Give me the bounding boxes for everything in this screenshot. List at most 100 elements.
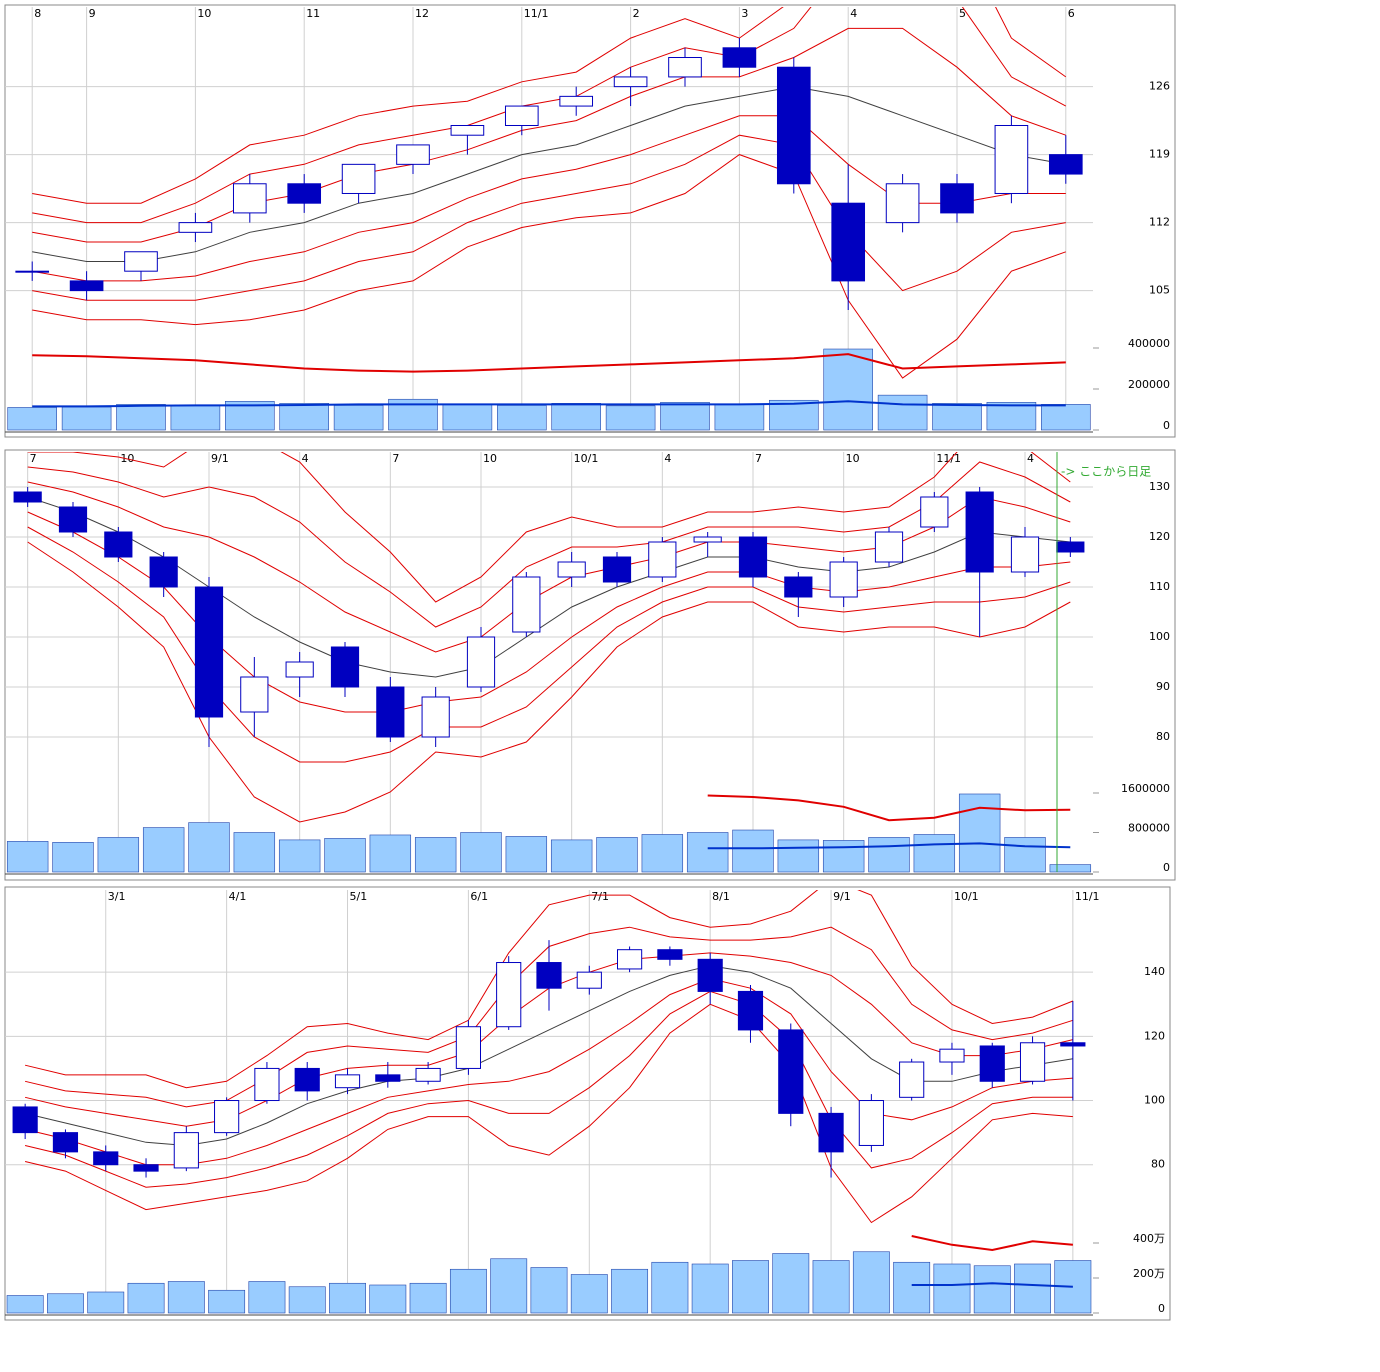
y-tick-label: 112	[1149, 216, 1170, 229]
candle-body	[617, 949, 643, 970]
volume-bar	[1014, 1263, 1051, 1314]
candle-body	[396, 144, 430, 165]
x-tick-label: 10	[197, 7, 211, 20]
candle-body	[421, 696, 450, 738]
candle-body	[920, 496, 949, 528]
volume-bar	[324, 838, 366, 873]
volume-bar	[6, 841, 49, 873]
candle-body	[668, 57, 702, 78]
volume-bar	[449, 1268, 487, 1314]
volume-bar	[1041, 404, 1091, 431]
volume-bar	[87, 1291, 125, 1314]
y-tick-label: 90	[1156, 680, 1170, 693]
x-tick-label: 9/1	[833, 890, 851, 903]
volume-bar	[893, 1261, 931, 1314]
candle-body	[818, 1112, 844, 1153]
volume-tick-label: 200万	[1133, 1267, 1165, 1280]
candle-body	[536, 962, 562, 989]
candle-body	[52, 1132, 79, 1153]
candle-body	[93, 1151, 119, 1166]
x-tick-label: 10/1	[954, 890, 979, 903]
x-tick-label: 7/1	[591, 890, 609, 903]
candle-body	[885, 183, 920, 224]
y-tick-label: 100	[1149, 630, 1170, 643]
candle-body	[738, 536, 768, 578]
volume-bar	[913, 834, 956, 873]
volume-bar	[823, 348, 873, 431]
volume-bar	[279, 403, 329, 431]
candle-body	[124, 251, 158, 272]
volume-bar	[605, 405, 656, 431]
band-line	[24, 978, 1073, 1166]
y-tick-label: 140	[1144, 965, 1165, 978]
x-tick-label: 4/1	[229, 890, 247, 903]
candle-body	[12, 1106, 38, 1134]
volume-bar	[167, 1281, 205, 1314]
volume-tick-label: 200000	[1128, 378, 1170, 391]
candle-body	[15, 270, 50, 273]
candle-body	[455, 1026, 481, 1069]
volume-bar	[333, 405, 384, 431]
x-tick-label: 3/1	[108, 890, 126, 903]
volume-bar	[933, 1263, 971, 1314]
candle-body	[104, 531, 133, 558]
volume-bar	[170, 405, 221, 431]
candle-body	[831, 202, 866, 282]
candle-body	[1019, 1042, 1046, 1082]
candle-body	[559, 95, 594, 107]
candle-body	[334, 1074, 361, 1089]
volume-average-line	[707, 842, 1071, 850]
volume-bar	[414, 837, 457, 873]
x-tick-label: 11/1	[524, 7, 549, 20]
candle-body	[232, 183, 267, 214]
volume-bar	[852, 1251, 890, 1314]
x-tick-label: 8/1	[712, 890, 730, 903]
band-line	[32, 86, 1066, 262]
band-line	[27, 496, 1071, 678]
volume-bar	[61, 406, 112, 431]
candle-body	[466, 636, 496, 688]
volume-bar	[570, 1274, 608, 1314]
x-tick-label: 7	[392, 452, 399, 465]
volume-bar	[460, 832, 502, 873]
x-tick-label: 5/1	[350, 890, 368, 903]
volume-bar	[52, 842, 94, 873]
y-tick-label: 110	[1149, 580, 1170, 593]
volume-bar	[1004, 837, 1046, 873]
band-line	[24, 990, 1073, 1188]
volume-average-line	[32, 353, 1066, 373]
volume-bar	[490, 1258, 528, 1314]
x-tick-label: 2	[633, 7, 640, 20]
candle-body	[776, 66, 811, 185]
x-tick-label: 9/1	[211, 452, 229, 465]
y-tick-label: 80	[1151, 1158, 1165, 1171]
candle-body	[294, 1067, 320, 1092]
candle-body	[285, 661, 314, 678]
band-line	[27, 461, 1071, 628]
volume-bar	[127, 1282, 165, 1314]
volume-bar	[812, 1260, 850, 1314]
x-tick-label: 4	[302, 452, 309, 465]
volume-bar	[973, 1265, 1011, 1314]
volume-bar	[732, 1260, 769, 1314]
chart-panel: 130 120 110 100 90 80 1600000 800000 0 7 10 9/1 4 7 10…	[4, 449, 1176, 881]
volume-bar	[288, 1286, 326, 1314]
volume-bar	[868, 837, 910, 873]
volume-average-line	[911, 1282, 1073, 1288]
volume-bar	[732, 829, 774, 873]
volume-bar	[116, 404, 166, 431]
chart-panel: 140 120 100 80 400万 200万 0 3/1 4/1 5/1 6/1 7/1 8/1 9/…	[4, 886, 1171, 1321]
candle-body	[722, 47, 757, 68]
x-tick-label: 9	[89, 7, 96, 20]
volume-bar	[777, 839, 820, 873]
bands	[24, 890, 1074, 1224]
candle-body	[58, 506, 88, 533]
candle-body	[899, 1061, 925, 1098]
candle-body	[13, 491, 42, 503]
candle-body	[648, 541, 677, 578]
volume-bar	[958, 793, 1001, 873]
candle-body	[375, 1074, 401, 1082]
volume-bar	[142, 827, 185, 873]
y-tick-label: 119	[1149, 148, 1170, 161]
candle-body	[1048, 154, 1083, 175]
